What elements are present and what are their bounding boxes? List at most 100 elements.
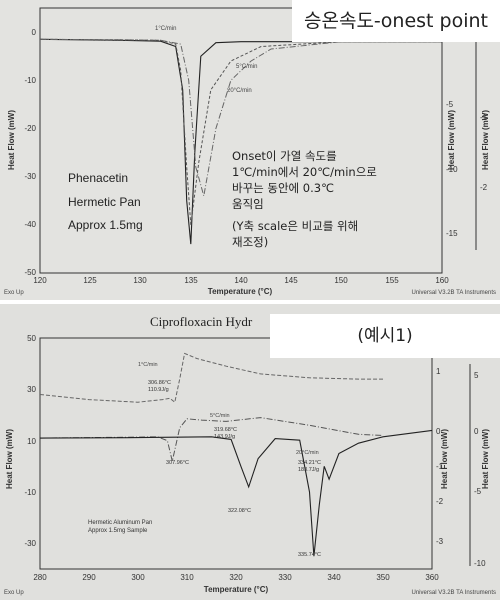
bottom-right1-tick-label: -2 <box>436 497 444 506</box>
bottom-right2-tick-label: 5 <box>474 371 479 380</box>
top-exo-label: Exo Up <box>4 290 24 296</box>
series-line-2 <box>39 417 384 462</box>
bottom-y-axis: 50 30 10 -10 -30 Heat Flow (mW) <box>5 334 37 548</box>
peak-enthalpy-label: 143.9J/g <box>214 434 235 440</box>
bottom-mass-label: Approx 1.5mg Sample <box>88 528 148 534</box>
top-y-tick-label: -20 <box>24 124 36 133</box>
series-line-3 <box>39 38 442 197</box>
top-x-tick-label: 135 <box>184 276 198 285</box>
top-note-line: 바꾸는 동안에 0.3℃ <box>232 181 334 195</box>
top-right2-tick-label: -1 <box>480 113 488 122</box>
bottom-x-tick-label: 290 <box>82 573 96 582</box>
peak-onset-label: 334.21°C <box>298 460 321 466</box>
top-y-axis: 0 -10 -20 -30 -40 -50 Heat Flow (mW) <box>7 28 37 277</box>
bottom-series-group <box>39 352 433 557</box>
peak-enthalpy-label: 110.9J/g <box>148 387 169 393</box>
top-right2-axis-label: Heat Flow (mW) <box>481 110 490 170</box>
bottom-series-label-1: 1°C/min <box>138 362 158 368</box>
bottom-y-tick-label: 10 <box>27 437 36 446</box>
series-line-3 <box>39 429 433 557</box>
bottom-series-label-20: 20°C/min <box>296 450 319 456</box>
top-note-scale-line: 재조정) <box>232 235 268 249</box>
top-y-tick-label: -10 <box>24 76 36 85</box>
bottom-right1-tick-label: 0 <box>436 427 441 436</box>
bottom-x-tick-label: 360 <box>425 573 439 582</box>
bottom-chart: Ciprofloxacin Hydr 50 30 10 -10 -30 Heat… <box>4 314 496 596</box>
top-series-label-5: 5°C/min <box>236 64 257 70</box>
top-series-group <box>39 38 442 245</box>
bottom-x-tick-label: 330 <box>278 573 292 582</box>
top-y-tick-label: -40 <box>24 220 36 229</box>
top-sample-name: Phenacetin <box>68 171 128 185</box>
bottom-exo-label: Exo Up <box>4 590 24 596</box>
top-overlay-label: 승온속도-onest point <box>292 0 500 42</box>
top-note: Onset이 가열 속도를 1℃/min에서 20℃/min으로 바꾸는 동안에… <box>232 149 377 249</box>
top-right1-axis-label: Heat Flow (mW) <box>447 110 456 170</box>
top-right-axes: -5 -10 -15 Heat Flow (mW) -1 -2 Heat Flo… <box>441 8 490 273</box>
bottom-right2-tick-label: -10 <box>474 559 486 568</box>
top-right1-tick-label: -10 <box>446 165 458 174</box>
bottom-y-axis-label: Heat Flow (mW) <box>5 429 14 489</box>
bottom-right1-tick-label: 1 <box>436 367 441 376</box>
bottom-instrument-label: Universal V3.2B TA Instruments <box>412 590 496 596</box>
bottom-x-axis: 280 290 300 310 320 330 340 350 360 Temp… <box>33 573 439 594</box>
bottom-series-label-5: 5°C/min <box>210 413 230 419</box>
series-line-1 <box>39 38 442 245</box>
bottom-right2-axis-label: Heat Flow (mW) <box>481 429 490 489</box>
top-pan-label: Hermetic Pan <box>68 195 141 209</box>
bottom-x-tick-label: 300 <box>131 573 145 582</box>
top-y-tick-label: -50 <box>24 268 36 277</box>
bottom-y-tick-label: -30 <box>24 539 36 548</box>
bottom-right1-axis-label: Heat Flow (mW) <box>440 429 449 489</box>
bottom-pan-label: Hermetic Aluminum Pan <box>88 520 152 526</box>
series-line-1 <box>39 352 383 404</box>
bottom-x-tick-label: 280 <box>33 573 47 582</box>
bottom-y-tick-label: 50 <box>27 334 36 343</box>
top-series-label-20: 20°C/min <box>227 88 252 94</box>
bottom-right1-tick-label: -1 <box>436 462 444 471</box>
top-series-label-1: 1°C/min <box>155 26 176 32</box>
top-x-tick-label: 155 <box>385 276 399 285</box>
top-plot-frame <box>39 7 443 274</box>
top-x-tick-label: 150 <box>334 276 348 285</box>
top-note-line: 움직임 <box>232 197 264 211</box>
peak-onset-label: 306.86°C <box>148 380 171 386</box>
top-x-tick-label: 130 <box>133 276 147 285</box>
top-right1-tick-label: -15 <box>446 229 458 238</box>
bottom-right1-tick-label: -3 <box>436 537 444 546</box>
top-instrument-label: Universal V3.2B TA Instruments <box>412 290 496 296</box>
top-x-tick-label: 160 <box>435 276 449 285</box>
peak-onset-label: 319.68°C <box>214 427 237 433</box>
top-y-tick-label: 0 <box>32 28 37 37</box>
bottom-x-axis-label: Temperature (°C) <box>204 585 269 594</box>
top-mass-label: Approx 1.5mg <box>68 218 143 232</box>
bottom-panel: Ciprofloxacin Hydr 50 30 10 -10 -30 Heat… <box>0 304 500 600</box>
bottom-y-tick-label: -10 <box>24 488 36 497</box>
top-x-tick-label: 125 <box>83 276 97 285</box>
top-note-line: Onset이 가열 속도를 <box>232 149 337 163</box>
bottom-x-tick-label: 340 <box>327 573 341 582</box>
bottom-y-tick-label: 30 <box>27 385 36 394</box>
top-chart: 0 -10 -20 -30 -40 -50 Heat Flow (mW) 120… <box>4 7 496 296</box>
bottom-right-axes: 1 0 -1 -2 -3 Heat Flow (mW) 5 0 -5 -10 H… <box>431 338 490 569</box>
bottom-peak-annotations: 306.86°C 110.9J/g 307.96°C 319.68°C 143.… <box>148 380 321 558</box>
bottom-x-tick-label: 350 <box>376 573 390 582</box>
top-right2-tick-label: -2 <box>480 183 488 192</box>
top-panel: 0 -10 -20 -30 -40 -50 Heat Flow (mW) 120… <box>0 0 500 300</box>
peak-temp-label: 322.08°C <box>228 508 251 514</box>
top-x-tick-label: 145 <box>284 276 298 285</box>
bottom-overlay-label: (예시1) <box>270 314 500 358</box>
top-x-tick-label: 120 <box>33 276 47 285</box>
series-line-2 <box>39 38 442 225</box>
peak-temp-label: 307.96°C <box>166 460 189 466</box>
peak-enthalpy-label: 183.7J/g <box>298 467 319 473</box>
top-y-tick-label: -30 <box>24 172 36 181</box>
peak-temp-label: 335.74°C <box>298 552 321 558</box>
top-y-axis-label: Heat Flow (mW) <box>7 110 16 170</box>
top-right1-tick-label: -5 <box>446 100 454 109</box>
top-x-axis: 120 125 130 135 140 145 150 155 160 Temp… <box>33 276 449 296</box>
bottom-title: Ciprofloxacin Hydr <box>150 314 253 329</box>
bottom-x-tick-label: 310 <box>180 573 194 582</box>
top-x-tick-label: 140 <box>234 276 248 285</box>
top-note-line: 1℃/min에서 20℃/min으로 <box>232 165 377 179</box>
